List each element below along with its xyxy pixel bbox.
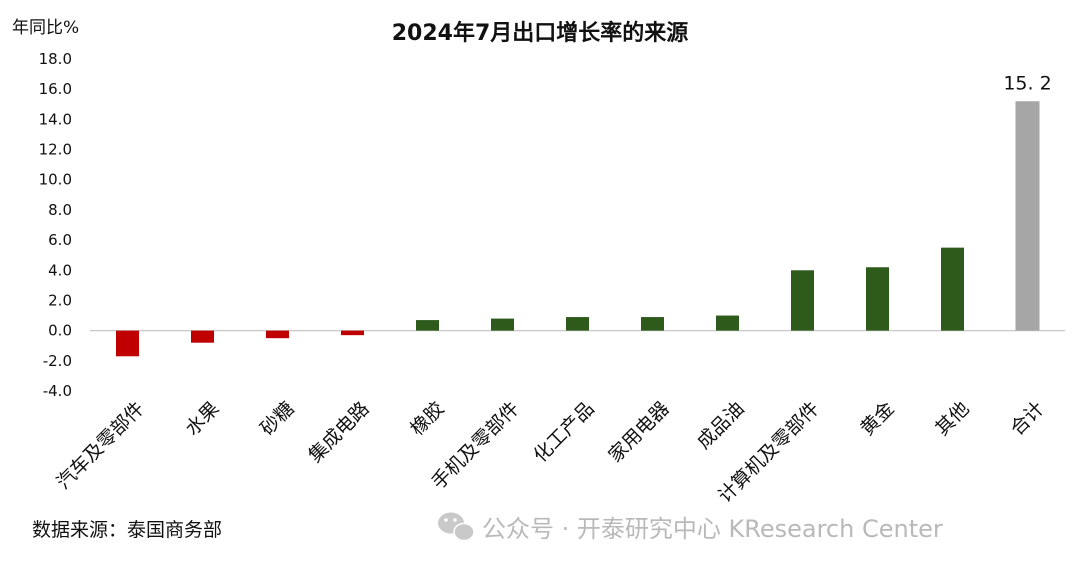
y-tick-label: 10.0 — [39, 171, 72, 189]
y-tick-label: 18.0 — [39, 50, 72, 68]
wechat-icon — [438, 512, 475, 542]
data-label: 15. 2 — [1003, 72, 1051, 94]
source-note: 数据来源：泰国商务部 — [32, 519, 222, 541]
y-tick-label: 4.0 — [48, 261, 72, 279]
y-axis-label: 年同比% — [12, 18, 79, 38]
bar-5 — [491, 318, 514, 331]
x-tick-label: 成品油 — [693, 398, 749, 454]
y-tick-label: -2.0 — [43, 352, 72, 370]
bar-0 — [116, 330, 139, 357]
x-tick-label: 化工产品 — [529, 398, 598, 467]
x-tick-label: 砂糖 — [256, 398, 298, 440]
bar-9 — [791, 270, 814, 331]
bar-6 — [566, 317, 589, 331]
bar-8 — [716, 315, 739, 331]
bar-1 — [191, 330, 214, 343]
bar-2 — [266, 330, 289, 339]
watermark: 公众号 · 开泰研究中心 KResearch Center — [482, 515, 943, 543]
bar-3 — [341, 330, 364, 336]
y-tick-label: 2.0 — [48, 291, 72, 309]
y-tick-label: 8.0 — [48, 201, 72, 219]
x-tick-label: 其他 — [931, 398, 973, 440]
y-tick-label: 0.0 — [48, 322, 72, 340]
bar-10 — [866, 267, 889, 331]
y-tick-label: -4.0 — [43, 382, 72, 400]
bar-12 — [1015, 101, 1040, 331]
bar-4 — [416, 320, 439, 331]
y-tick-label: 16.0 — [39, 80, 72, 98]
y-tick-label: 6.0 — [48, 231, 72, 249]
y-tick-labels: 18.0 16.0 14.0 12.0 10.0 8.0 6.0 4.0 2.0 0.0 -2.0 -… — [39, 50, 72, 400]
chart-title: 2024年7月出口增长率的来源 — [392, 20, 689, 46]
x-tick-label: 水果 — [181, 398, 223, 440]
bars — [116, 101, 1040, 357]
y-tick-label: 14.0 — [39, 110, 72, 128]
y-tick-label: 12.0 — [39, 141, 72, 159]
x-tick-label: 橡胶 — [406, 398, 448, 440]
bar-11 — [941, 247, 964, 331]
x-tick-label: 黄金 — [856, 398, 898, 440]
data-labels: 15. 2 — [1003, 72, 1051, 94]
x-tick-label: 合计 — [1006, 398, 1048, 440]
x-tick-label: 汽车及零部件 — [52, 398, 148, 494]
bar-7 — [641, 317, 664, 331]
x-tick-label: 集成电路 — [304, 398, 373, 467]
x-tick-label: 家用电器 — [604, 398, 673, 467]
